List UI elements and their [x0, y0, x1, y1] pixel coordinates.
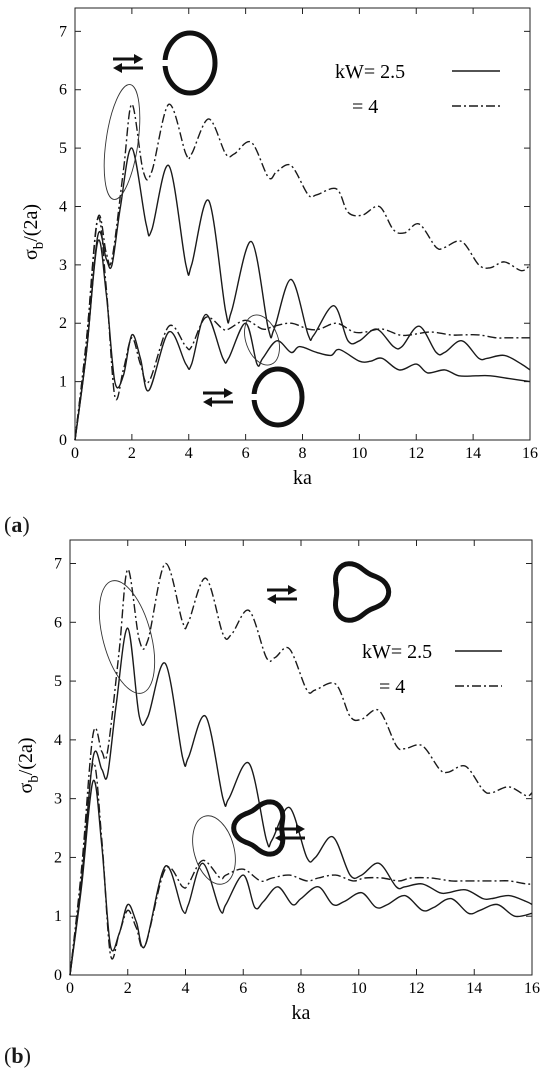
arrow-head-left-icon: [275, 833, 284, 843]
arrow-head-right-icon: [296, 824, 305, 834]
arrow-head-left-icon: [203, 397, 212, 407]
y-axis-label-rest: /(2a): [20, 204, 42, 242]
highlight-ellipse: [192, 815, 236, 885]
x-tick-label: 12: [408, 445, 424, 462]
series-line-kw4-lower: [69, 762, 533, 976]
panel-letter-b: b: [11, 1043, 24, 1068]
x-tick-label: 10: [351, 980, 367, 997]
y-tick-label: 0: [59, 432, 67, 449]
y-tick-label: 5: [59, 140, 67, 157]
series-line-kw4-lower: [74, 216, 530, 441]
x-tick-label: 4: [182, 980, 190, 997]
series-line-kw2-5-lower: [74, 239, 531, 441]
x-tick-label: 2: [128, 445, 136, 462]
y-axis-label-main: σ: [20, 249, 42, 260]
y-tick-label: 4: [54, 732, 62, 749]
x-tick-label: 14: [466, 980, 482, 997]
legend-label: kW= 2.5: [362, 641, 432, 663]
y-axis-label-sub: b: [26, 775, 42, 783]
x-tick-label: 4: [185, 445, 193, 462]
y-tick-label: 2: [54, 849, 62, 866]
x-tick-label: 16: [522, 445, 538, 462]
shape-gap: [322, 589, 332, 595]
legend-label: = 4: [379, 676, 405, 698]
y-tick-label: 6: [59, 82, 67, 99]
y-axis-label: σb/(2a): [15, 737, 42, 793]
arrow-head-right-icon: [134, 54, 143, 64]
y-tick-label: 3: [59, 257, 67, 274]
y-axis-label-sub: b: [31, 242, 47, 250]
x-tick-label: 12: [409, 980, 425, 997]
y-tick-label: 1: [59, 374, 67, 391]
highlight-ellipse: [103, 84, 141, 200]
x-tick-label: 8: [297, 980, 305, 997]
x-axis-label: ka: [292, 1002, 311, 1024]
series-line-kw2-5-upper: [74, 147, 531, 441]
y-tick-label: 1: [54, 908, 62, 925]
y-tick-label: 4: [59, 198, 67, 215]
x-tick-label: 0: [71, 445, 79, 462]
shape-gap: [161, 60, 169, 66]
highlight-ellipse: [244, 314, 280, 366]
x-tick-label: 8: [299, 445, 307, 462]
x-tick-label: 10: [351, 445, 367, 462]
legend-label: kW= 2.5: [335, 61, 405, 83]
scatterer-shape-icon: [162, 30, 218, 96]
y-axis-label-rest: /(2a): [15, 737, 37, 775]
arrow-head-left-icon: [113, 63, 122, 73]
y-axis-label: σb/(2a): [20, 204, 47, 260]
x-tick-label: 0: [66, 980, 74, 997]
y-tick-label: 0: [54, 967, 62, 984]
x-tick-label: 16: [524, 980, 540, 997]
scatterer-shape-icon: [251, 366, 305, 428]
x-axis-label: ka: [293, 467, 312, 489]
x-tick-label: 6: [239, 980, 247, 997]
y-tick-label: 2: [59, 315, 67, 332]
highlight-ellipse: [98, 580, 156, 694]
arrow-head-right-icon: [224, 388, 233, 398]
panel-letter-a: a: [11, 512, 23, 537]
series-line-kw4-upper: [69, 562, 533, 976]
y-axis-label-main: σ: [15, 783, 37, 794]
legend-label: = 4: [352, 96, 378, 118]
y-tick-label: 5: [54, 673, 62, 690]
scatterer-shape-icon: [332, 561, 392, 623]
shape-gap: [250, 394, 258, 400]
arrow-head-right-icon: [288, 585, 297, 595]
panel-label-a: (a): [4, 512, 30, 537]
panel-label-b: (b): [4, 1043, 31, 1068]
y-tick-label: 3: [54, 791, 62, 808]
x-tick-label: 14: [465, 445, 481, 462]
y-tick-label: 7: [54, 556, 62, 573]
y-tick-label: 6: [54, 614, 62, 631]
x-tick-label: 6: [242, 445, 250, 462]
plot-frame: [69, 539, 533, 976]
series-line-kw2-5-lower: [69, 779, 533, 976]
series-line-kw2-5-upper: [69, 627, 533, 976]
arrow-head-left-icon: [267, 594, 276, 604]
series-line-kw4-upper: [74, 103, 531, 441]
x-tick-label: 2: [124, 980, 132, 997]
y-tick-label: 7: [59, 23, 67, 40]
